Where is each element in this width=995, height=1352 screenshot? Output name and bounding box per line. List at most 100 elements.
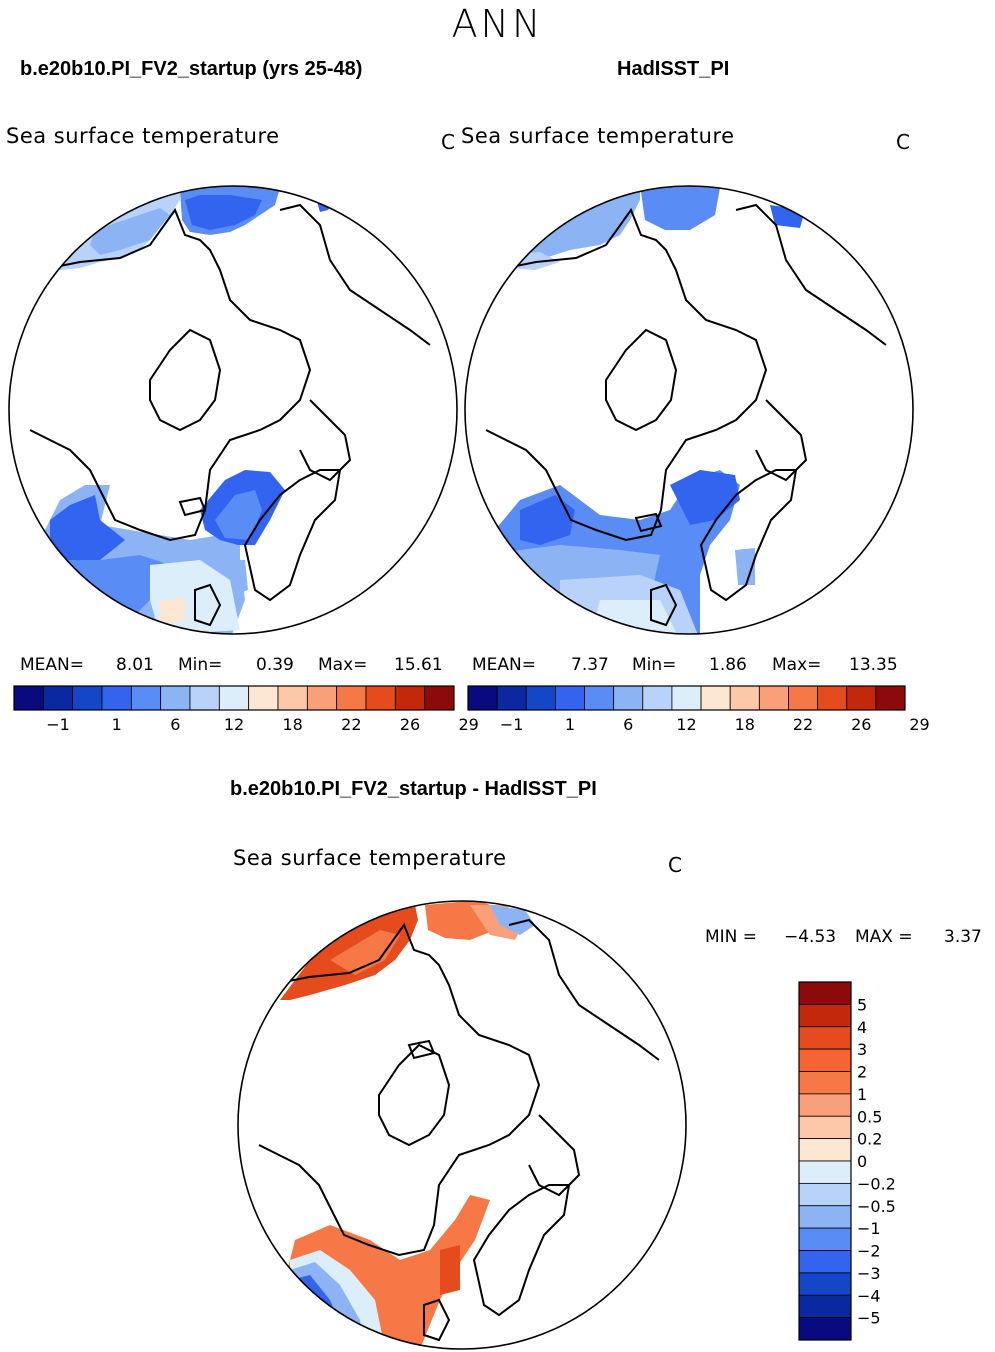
panel1-north-sea (230, 560, 248, 595)
panel1-colorbar-swatch (13, 685, 44, 711)
panel2-colorbar-swatch (613, 685, 644, 711)
panel1-title: b.e20b10.PI_FV2_startup (yrs 25-48) (20, 58, 363, 80)
diff-colorbar-tick-label: −3 (857, 1264, 881, 1283)
panel2-colorbar-tick-label: 22 (793, 715, 813, 734)
panel1-units-label: C (441, 130, 455, 154)
panel2-labrador (520, 495, 575, 545)
panel2-bering (640, 186, 720, 230)
panel2-colorbar-swatch (700, 685, 731, 711)
panel1-bering (185, 195, 262, 230)
diff-colorbar-swatch (798, 1227, 852, 1251)
panel1-coast-east (279, 203, 431, 346)
panel1-labrador (50, 495, 125, 565)
diff-colorbar-tick-label: 5 (857, 995, 867, 1014)
panel1-colorbar-swatch (336, 685, 367, 711)
diff-coast-siberia (528, 1114, 581, 1197)
diff-colorbar-swatch (798, 1294, 852, 1319)
panel2-colorbar-tick-label: −1 (500, 715, 524, 734)
panel1-colorbar-tick-label: 22 (341, 715, 361, 734)
panel1-colorbar-swatch (394, 685, 426, 711)
panel1-greenland (149, 328, 222, 432)
diff-min-label: MIN = (705, 927, 758, 947)
diff-north-sea-warm (440, 1245, 460, 1295)
diff-colorbar-swatch (798, 1003, 852, 1028)
panel2-colorbar-swatch (875, 685, 906, 711)
panel1-colorbar-swatch (277, 685, 308, 711)
panel1-mean-label: MEAN= (20, 655, 84, 675)
diff-min-value: −4.53 (784, 927, 837, 947)
diff-bering-cool (490, 905, 535, 935)
diff-colorbar-tick-label: −2 (857, 1242, 881, 1261)
panel2-coast-main (485, 207, 768, 542)
panel1-max-value: 15.61 (394, 655, 443, 675)
panel1-variable-label: Sea surface temperature (6, 124, 280, 148)
panel1-min-label: Min= (178, 655, 223, 675)
diff-colorbar-swatch (798, 1182, 852, 1207)
diff-colorbar-tick-label: 0.5 (857, 1107, 882, 1126)
panel2-colorbar-swatch (817, 685, 848, 711)
diff-colorbar: 5 4 3 2 1 0.5 0.2 0 −0.2 −0.5 −1 −2 −3 −4 −5 (798, 981, 896, 1341)
panel2-colorbar-swatch (758, 685, 789, 711)
panel2-mean-label: MEAN= (472, 655, 536, 675)
diff-colorbar-tick-label: −0.2 (857, 1174, 896, 1193)
diff-pacific-warm2 (330, 930, 400, 975)
panel2-colorbar-swatch (555, 685, 585, 711)
diff-title: b.e20b10.PI_FV2_startup - HadISST_PI (230, 778, 597, 800)
panel1-colorbar-tick-label: 29 (458, 715, 478, 734)
panel1-colorbar-tick-label: 12 (224, 715, 244, 734)
diff-max-label: MAX = (855, 927, 913, 947)
panel2-colorbar-swatch (788, 685, 819, 711)
diff-colorbar-swatch (798, 1071, 852, 1095)
panel2-colorbar-frame (467, 685, 906, 711)
panel2-colorbar-swatch (642, 685, 673, 711)
panel1-colorbar-swatch (101, 685, 132, 711)
panel2-colorbar-swatch (496, 685, 527, 711)
panel2-mean-value: 7.37 (571, 655, 609, 675)
panel2-sst-field (470, 186, 805, 634)
diff-units-label: C (668, 853, 682, 877)
coastlines (8, 185, 914, 1350)
diff-coast-east (508, 918, 660, 1061)
panel2-colorbar-tick-label: 29 (909, 715, 929, 734)
diff-max-value: 3.37 (944, 927, 982, 947)
panel2-units-label: C (896, 130, 910, 154)
panel2-colorbar-swatch (671, 685, 702, 711)
diff-colorbar-tick-label: −0.5 (857, 1197, 896, 1216)
diff-colorbar-swatch (798, 1160, 852, 1184)
diff-colorbar-tick-label: −4 (857, 1286, 881, 1305)
panel1-mean-value: 8.01 (116, 655, 154, 675)
panel1-colorbar-tick-label: 18 (282, 715, 302, 734)
diff-colorbar-tick-label: 0 (857, 1152, 867, 1171)
panel2-min-value: 1.86 (709, 655, 747, 675)
diff-britain (423, 1298, 451, 1342)
panel1-colorbar-tick-label: 1 (112, 715, 122, 734)
panel2-colorbar-tick-label: 12 (676, 715, 696, 734)
diff-map-border (237, 900, 687, 1350)
panel2-colorbar: −1 1 6 12 18 22 26 29 (467, 685, 930, 734)
diff-field (280, 901, 535, 1349)
panel1-britain (194, 583, 222, 627)
diff-colorbar-tick-label: 0.2 (857, 1130, 882, 1149)
diff-scandinavia (472, 1184, 571, 1317)
panel1-colorbar: −1 1 6 12 18 22 26 29 (13, 685, 479, 734)
panel2-map-border (464, 185, 914, 635)
panel1-colorbar-swatch (42, 685, 74, 711)
season-title: ANN (451, 2, 544, 46)
diff-colorbar-swatch (798, 1048, 852, 1072)
diff-greenland (378, 1043, 451, 1147)
panel2-colorbar-swatch (846, 685, 877, 711)
panel1-colorbar-swatch (160, 685, 191, 711)
panel1-norwegian-inner (215, 490, 262, 540)
panel2-coast-siberia (755, 399, 808, 482)
diff-colorbar-tick-label: 4 (857, 1018, 867, 1037)
panel2-scandinavia (699, 469, 798, 602)
panel1-colorbar-swatch (189, 685, 220, 711)
diff-colorbar-swatch (798, 1205, 852, 1229)
panel1-colorbar-swatch (365, 685, 396, 711)
panel1-scandinavia (243, 469, 342, 602)
panel2-colorbar-tick-label: 18 (735, 715, 755, 734)
diff-colorbar-tick-label: 1 (857, 1085, 867, 1104)
panel2-pacific-cool (480, 186, 640, 265)
panel1-colorbar-swatch (130, 685, 162, 711)
